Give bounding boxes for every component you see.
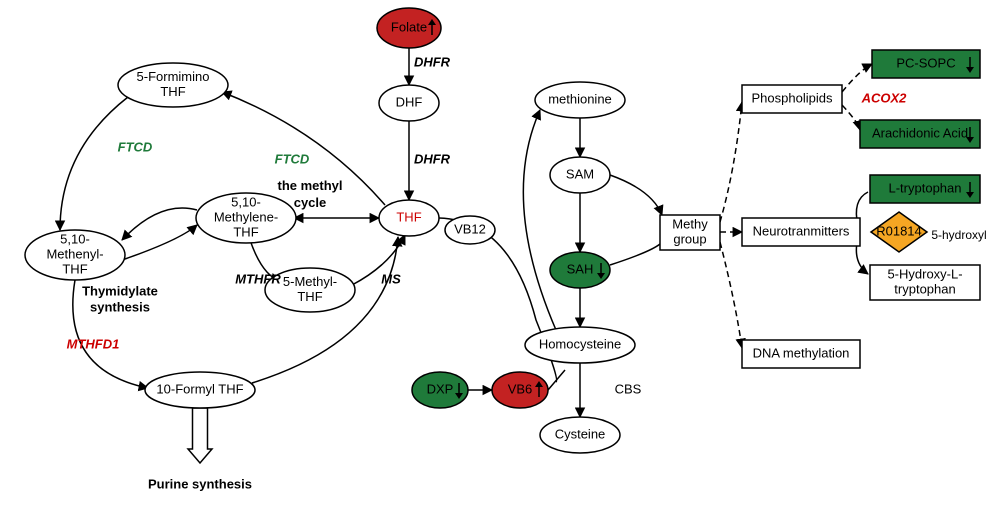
node-folate: Folate [377, 8, 441, 48]
node-fiveFormimino: 5-FormiminoTHF [118, 63, 228, 107]
svg-text:Methy: Methy [672, 216, 708, 231]
edge-e5 [122, 225, 197, 260]
svg-text:DXP: DXP [427, 381, 454, 396]
node-sah: SAH [550, 252, 610, 288]
purine-arrow [188, 408, 212, 463]
edge-e26 [842, 105, 860, 130]
svg-text:DHF: DHF [396, 94, 423, 109]
svg-text:DNA methylation: DNA methylation [753, 345, 850, 360]
node-arach: Arachidonic Acid [860, 120, 980, 148]
node-fiveHydroxy: 5-Hydroxy-L-tryptophan [870, 265, 980, 300]
svg-text:Homocysteine: Homocysteine [539, 336, 621, 351]
node-thf: THF [379, 200, 439, 236]
svg-text:group: group [673, 231, 706, 246]
svg-text:methionine: methionine [548, 91, 612, 106]
edge-e4 [60, 97, 128, 230]
enzyme-ftcd1: FTCD [118, 139, 153, 154]
node-methionine: methionine [535, 82, 625, 118]
svg-text:Folate: Folate [391, 19, 427, 34]
svg-text:L-tryptophan: L-tryptophan [889, 180, 962, 195]
node-r01814: R01814 5-hydroxylating [871, 212, 987, 252]
node-neuro: Neurotranmitters [742, 218, 860, 246]
node-phospho: Phospholipids [742, 85, 842, 113]
node-dhf: DHF [379, 85, 439, 121]
node-ltrypto: L-tryptophan [870, 175, 980, 203]
node-fiveTenMethylene: 5,10-Methylene-THF [196, 193, 296, 243]
node-sam: SAM [550, 157, 610, 193]
svg-text:5-Formimino: 5-Formimino [137, 69, 210, 84]
svg-text:Neurotranmitters: Neurotranmitters [753, 223, 850, 238]
enzyme-dhfr1: DHFR [414, 54, 451, 69]
enzyme-cbs: CBS [615, 381, 642, 396]
svg-text:5-hydroxylating: 5-hydroxylating [931, 228, 987, 242]
edge-e19 [548, 370, 565, 390]
svg-text:10-Formyl THF: 10-Formyl THF [156, 381, 243, 396]
node-vb12: VB12 [445, 216, 495, 244]
svg-text:PC-SOPC: PC-SOPC [896, 55, 955, 70]
node-tenFormyl: 10-Formyl THF [145, 372, 255, 408]
svg-text:Methylene-: Methylene- [214, 209, 278, 224]
node-methy: Methygroup [660, 215, 720, 250]
svg-text:Methenyl-: Methenyl- [46, 246, 103, 261]
title-methyl_cycle: cycle [294, 195, 327, 210]
title-purine: Purine synthesis [148, 476, 252, 491]
svg-text:THF: THF [297, 289, 322, 304]
edge-e20 [610, 175, 662, 215]
enzyme-acox2: ACOX2 [861, 90, 908, 105]
svg-text:Phospholipids: Phospholipids [752, 90, 833, 105]
svg-text:THF: THF [233, 224, 258, 239]
svg-text:THF: THF [160, 84, 185, 99]
svg-text:5,10-: 5,10- [60, 231, 90, 246]
svg-text:tryptophan: tryptophan [894, 281, 955, 296]
node-cysteine: Cysteine [540, 417, 620, 453]
enzyme-ms: MS [381, 271, 401, 286]
enzyme-mthfr: MTHFR [235, 271, 281, 286]
node-fiveTenMethenyl: 5,10-Methenyl-THF [25, 230, 125, 280]
svg-text:R01814: R01814 [876, 223, 922, 238]
title-methyl_cycle: the methyl [277, 178, 342, 193]
edge-e22 [720, 102, 742, 222]
svg-text:Cysteine: Cysteine [555, 426, 606, 441]
edge-e24 [720, 242, 742, 348]
node-dxp: DXP [412, 372, 468, 408]
title-thymidylate: synthesis [90, 299, 150, 314]
svg-text:SAH: SAH [567, 261, 594, 276]
svg-text:VB12: VB12 [454, 221, 486, 236]
svg-text:THF: THF [62, 261, 87, 276]
edge-e21 [610, 244, 660, 265]
node-dna: DNA methylation [742, 340, 860, 368]
enzyme-ftcd2: FTCD [275, 151, 310, 166]
svg-text:SAM: SAM [566, 166, 594, 181]
svg-text:5-Methyl-: 5-Methyl- [283, 274, 337, 289]
edge-e25 [842, 64, 872, 92]
title-thymidylate: Thymidylate [82, 283, 158, 298]
svg-text:THF: THF [396, 209, 421, 224]
node-vb6: VB6 [492, 372, 548, 408]
svg-text:Arachidonic Acid: Arachidonic Acid [872, 125, 968, 140]
svg-text:5-Hydroxy-L-: 5-Hydroxy-L- [887, 266, 962, 281]
edge-e6 [122, 208, 197, 240]
svg-text:VB6: VB6 [508, 381, 533, 396]
enzyme-dhfr2: DHFR [414, 151, 451, 166]
node-homocysteine: Homocysteine [525, 327, 635, 363]
enzyme-mthfd1: MTHFD1 [67, 336, 120, 351]
svg-text:5,10-: 5,10- [231, 194, 261, 209]
node-pcsopc: PC-SOPC [872, 50, 980, 78]
